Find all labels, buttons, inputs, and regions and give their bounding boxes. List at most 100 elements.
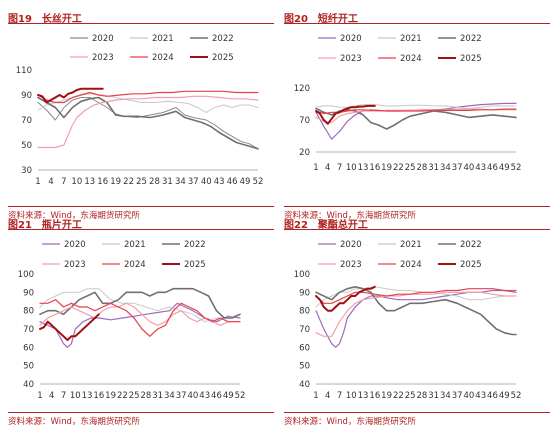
series-line-2023 [315, 291, 517, 337]
series-line-2021 [39, 288, 241, 323]
x-tick-label: 40 [201, 177, 212, 187]
series-line-2023 [37, 95, 259, 149]
legend-label-2022: 2022 [460, 240, 482, 250]
x-tick-label: 4 [325, 391, 330, 401]
legend-label-2021: 2021 [400, 34, 422, 44]
x-tick-label: 13 [358, 163, 369, 173]
divider [284, 412, 550, 413]
chart-panel-bottle-chip: 图21 瓶片开工 40 50 60 70 80 90 100 1 4 7 10 13 16 19 22 25 2… [8, 214, 274, 435]
x-tick-label: 19 [381, 391, 392, 401]
divider [8, 229, 274, 230]
legend-label-2025: 2025 [460, 54, 482, 64]
x-tick-label: 37 [452, 163, 463, 173]
x-tick-label: 34 [440, 391, 451, 401]
x-tick-label: 10 [346, 391, 357, 401]
x-tick-label: 46 [211, 391, 222, 401]
legend-label-2022: 2022 [460, 34, 482, 44]
x-tick-label: 52 [511, 163, 522, 173]
legend-label-2025: 2025 [460, 260, 482, 270]
legend-label-2025: 2025 [212, 53, 234, 63]
x-tick-label: 16 [369, 391, 380, 401]
x-tick-label: 43 [214, 177, 225, 187]
x-tick-label: 31 [428, 163, 439, 173]
x-tick-label: 43 [199, 391, 210, 401]
y-tick-label: 70 [23, 325, 34, 335]
y-tick-label: 120 [294, 84, 310, 94]
x-tick-label: 1 [313, 163, 318, 173]
series-line-2023 [39, 302, 241, 326]
y-tick-label: 90 [299, 288, 310, 298]
x-tick-label: 28 [149, 177, 160, 187]
y-tick-label: 100 [18, 270, 34, 280]
x-tick-label: 40 [188, 391, 199, 401]
x-tick-label: 22 [393, 163, 404, 173]
legend-label-2020: 2020 [340, 34, 362, 44]
x-tick-label: 4 [325, 163, 330, 173]
y-tick-label: 100 [294, 270, 310, 280]
chart-title: 图19 长丝开工 [8, 14, 82, 25]
divider [8, 23, 274, 24]
x-tick-label: 10 [346, 163, 357, 173]
series-line-2020 [39, 302, 241, 348]
x-tick-label: 7 [61, 391, 66, 401]
x-tick-label: 37 [188, 177, 199, 187]
chart-source: 资料来源：Wind，东海期货研究所 [284, 211, 416, 221]
x-tick-label: 46 [487, 391, 498, 401]
legend-label-2021: 2021 [400, 240, 422, 250]
y-tick-label: 60 [23, 343, 34, 353]
x-tick-label: 7 [337, 163, 342, 173]
legend-label-2021: 2021 [152, 34, 174, 44]
x-tick-label: 16 [93, 391, 104, 401]
chart-title: 图20 短纤开工 [284, 14, 358, 25]
y-tick-label: 30 [21, 166, 32, 176]
x-tick-label: 37 [176, 391, 187, 401]
x-tick-label: 31 [162, 177, 173, 187]
x-tick-label: 31 [152, 391, 163, 401]
x-tick-label: 10 [71, 177, 82, 187]
x-tick-label: 19 [381, 163, 392, 173]
y-tick-label: 70 [21, 116, 32, 126]
legend-label-2024: 2024 [400, 54, 422, 64]
legend-label-2023: 2023 [64, 260, 86, 270]
divider [284, 229, 550, 230]
y-tick-label: 50 [299, 362, 310, 372]
x-tick-label: 25 [405, 391, 416, 401]
x-tick-label: 37 [452, 391, 463, 401]
y-tick-label: 50 [23, 362, 34, 372]
legend-label-2025: 2025 [184, 260, 206, 270]
y-tick-label: 110 [16, 66, 32, 76]
x-tick-label: 49 [223, 391, 234, 401]
x-tick-label: 13 [358, 391, 369, 401]
series-line-2024 [315, 288, 517, 304]
x-tick-label: 16 [369, 163, 380, 173]
series-line-2022 [39, 287, 241, 319]
x-tick-label: 52 [253, 177, 264, 187]
series-line-2024 [39, 299, 241, 337]
y-tick-label: 90 [21, 91, 32, 101]
x-tick-label: 16 [97, 177, 108, 187]
x-tick-label: 52 [235, 391, 246, 401]
series-line-2025 [315, 104, 376, 125]
series-line-2025 [37, 87, 104, 104]
x-tick-label: 43 [475, 163, 486, 173]
y-tick-label: 20 [299, 148, 310, 158]
x-tick-label: 46 [487, 163, 498, 173]
x-tick-label: 46 [227, 177, 238, 187]
y-tick-label: 90 [23, 288, 34, 298]
legend-label-2022: 2022 [184, 240, 206, 250]
x-tick-label: 49 [499, 163, 510, 173]
legend-label-2020: 2020 [340, 240, 362, 250]
legend-label-2024: 2024 [124, 260, 146, 270]
x-tick-label: 34 [164, 391, 175, 401]
chart-panel-polyester-total: 图22 聚酯总开工 40 50 60 70 80 90 100 1 4 7 10 13 16 19 22 25… [284, 214, 550, 435]
y-tick-label: 40 [23, 380, 34, 390]
x-tick-label: 13 [84, 177, 95, 187]
x-tick-label: 40 [464, 391, 475, 401]
x-tick-label: 13 [82, 391, 93, 401]
y-tick-label: 80 [299, 307, 310, 317]
chart-title: 图22 聚酯总开工 [284, 220, 368, 231]
y-tick-label: 40 [299, 380, 310, 390]
series-line-2021 [315, 104, 517, 109]
